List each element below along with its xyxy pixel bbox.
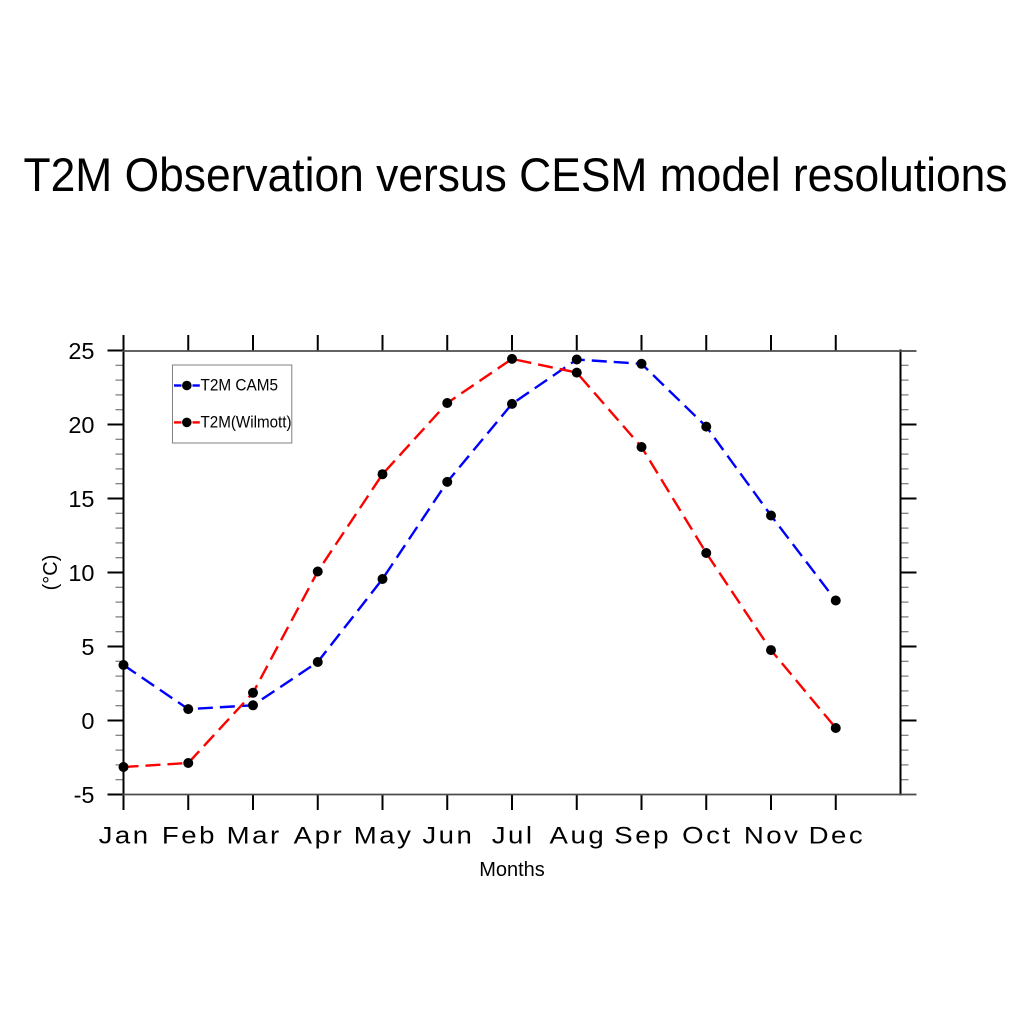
svg-text:Oct: Oct [682,823,733,849]
svg-text:Jul: Jul [492,823,535,849]
svg-text:T2M Observation versus CESM mo: T2M Observation versus CESM model resolu… [24,149,1008,202]
svg-text:15: 15 [68,486,94,512]
svg-text:20: 20 [68,412,94,438]
svg-text:5: 5 [81,634,94,660]
svg-text:Sep: Sep [614,823,671,849]
svg-text:Jun: Jun [422,823,474,849]
svg-text:-5: -5 [74,782,95,808]
svg-text:Nov: Nov [744,823,801,849]
svg-text:Mar: Mar [227,823,282,849]
svg-text:10: 10 [68,560,94,586]
svg-text:25: 25 [68,338,94,364]
svg-text:Dec: Dec [809,823,866,849]
svg-text:(°C): (°C) [40,555,62,591]
svg-text:Months: Months [479,859,545,881]
svg-text:T2M CAM5: T2M CAM5 [201,377,279,395]
svg-text:Jan: Jan [99,823,151,849]
svg-text:Aug: Aug [550,823,607,849]
svg-text:T2M(Wilmott): T2M(Wilmott) [201,414,292,432]
svg-text:Feb: Feb [162,823,217,849]
svg-text:May: May [354,823,414,849]
svg-text:0: 0 [81,708,94,734]
svg-text:Apr: Apr [294,823,345,849]
